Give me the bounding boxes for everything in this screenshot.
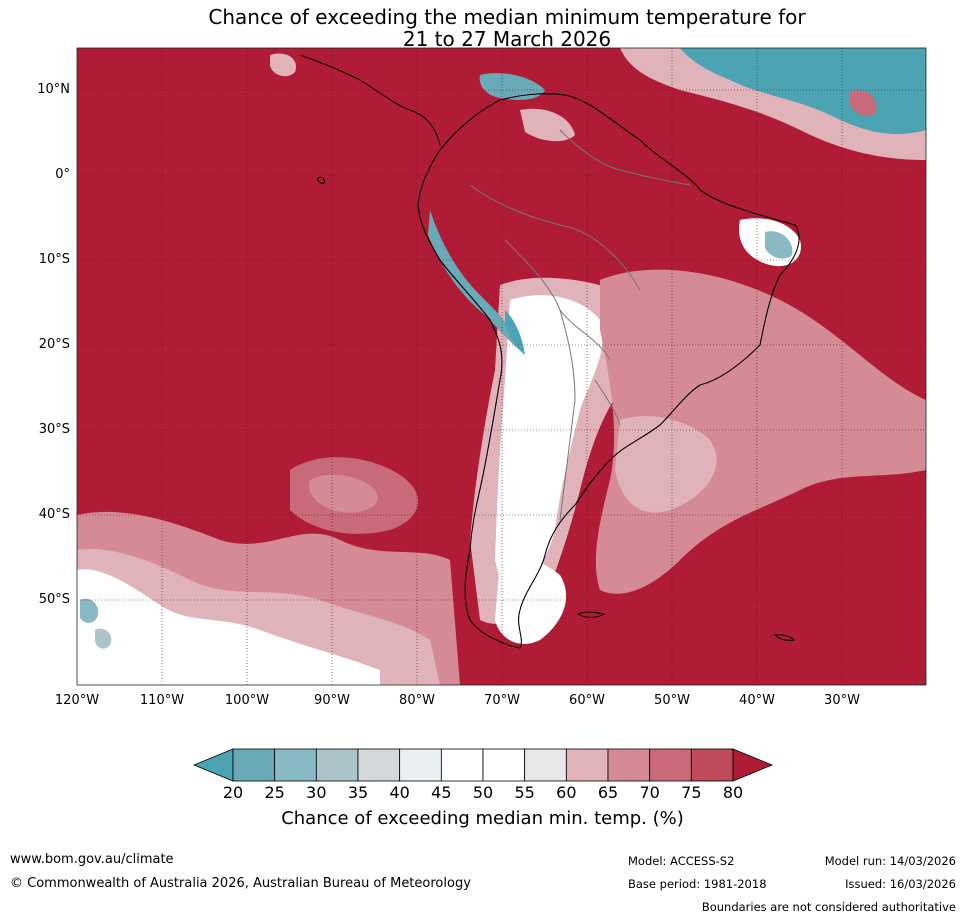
colorbar-segment bbox=[440, 748, 484, 782]
central-america-coastline bbox=[299, 54, 441, 146]
colorbar-tick-label: 75 bbox=[681, 783, 702, 802]
map-frame bbox=[76, 47, 927, 686]
footer-url: www.bom.gov.au/climate bbox=[10, 852, 174, 867]
central-pacific-pink-region-2 bbox=[309, 474, 378, 513]
colorbar-tick-label: 55 bbox=[514, 783, 535, 802]
colorbar-segment bbox=[232, 748, 276, 782]
colorbar-tick-label: 50 bbox=[472, 783, 494, 802]
galapagos-outline bbox=[317, 177, 325, 184]
footer-model: Model: ACCESS-S2 bbox=[628, 854, 735, 868]
venezuela-pale-patch bbox=[520, 108, 575, 142]
footer-model-run: Model run: 14/03/2026 bbox=[824, 854, 956, 868]
south-atlantic-pink-region bbox=[595, 269, 926, 594]
footer-issued: Issued: 16/03/2026 bbox=[845, 877, 956, 891]
colorbar-tick-label: 40 bbox=[389, 783, 410, 802]
footer-base-period: Base period: 1981-2018 bbox=[628, 877, 767, 891]
lon-label-60w: 60°W bbox=[569, 693, 605, 708]
lat-label-10n: 10°N bbox=[37, 82, 70, 97]
colorbar-segment bbox=[357, 748, 401, 782]
colorbar-segment bbox=[274, 748, 317, 782]
colorbar-tick-label: 35 bbox=[347, 783, 369, 802]
colorbar-tick-label: 80 bbox=[722, 783, 744, 802]
lat-label-50s: 50°S bbox=[38, 592, 70, 607]
colorbar-tick-label: 20 bbox=[222, 783, 244, 802]
colorbar-extend-high bbox=[732, 748, 774, 782]
colorbar-tick-label: 70 bbox=[639, 783, 660, 802]
south-america-white-region bbox=[495, 295, 603, 600]
lat-label-40s: 40°S bbox=[38, 507, 70, 522]
lon-label-80w: 80°W bbox=[399, 693, 435, 708]
country-borders bbox=[469, 129, 691, 521]
colorbar-segment bbox=[565, 748, 609, 782]
lon-label-120w: 120°W bbox=[54, 693, 100, 708]
footer-copyright: © Commonwealth of Australia 2026, Austra… bbox=[10, 876, 471, 891]
colorbar-segment bbox=[690, 748, 734, 782]
lon-label-70w: 70°W bbox=[484, 693, 520, 708]
lon-label-30w: 30°W bbox=[824, 693, 860, 708]
sw-pacific-cool-patch bbox=[80, 598, 99, 623]
map-title-line1: Chance of exceeding the median minimum t… bbox=[208, 5, 806, 29]
lat-label-10s: 10°S bbox=[38, 252, 70, 267]
south-georgia-outline bbox=[773, 634, 796, 641]
sw-pacific-cool-patch-2 bbox=[95, 628, 112, 649]
east-brazil-cool-core bbox=[765, 231, 793, 259]
lat-label-0: 0° bbox=[55, 167, 70, 182]
lon-label-40w: 40°W bbox=[739, 693, 775, 708]
south-atlantic-light-region bbox=[615, 416, 717, 513]
falklands-outline bbox=[576, 611, 606, 618]
colorbar-segment bbox=[315, 748, 359, 782]
colorbar-segment bbox=[482, 748, 526, 782]
south-america-coastline bbox=[417, 93, 800, 649]
ne-atlantic-pink-blob bbox=[850, 90, 877, 116]
lon-label-50w: 50°W bbox=[654, 693, 690, 708]
colorbar-tick-label: 65 bbox=[597, 783, 619, 802]
lat-label-20s: 20°S bbox=[38, 337, 70, 352]
lon-label-110w: 110°W bbox=[139, 693, 185, 708]
lon-label-100w: 100°W bbox=[224, 693, 270, 708]
colorbar-extend-low bbox=[192, 748, 234, 782]
colorbar-segment bbox=[607, 748, 651, 782]
lat-label-30s: 30°S bbox=[38, 422, 70, 437]
colorbar-segment bbox=[524, 748, 567, 782]
colorbar-tick-label: 45 bbox=[431, 783, 452, 802]
lon-label-90w: 90°W bbox=[314, 693, 350, 708]
colorbar-segment bbox=[649, 748, 692, 782]
nw-pacific-pale-patch bbox=[270, 53, 296, 77]
caribbean-cool-patch bbox=[479, 73, 545, 100]
colorbar-tick-label: 25 bbox=[264, 783, 285, 802]
colorbar-label: Chance of exceeding median min. temp. (%… bbox=[281, 808, 684, 829]
andes-cool-strip bbox=[428, 210, 520, 350]
colorbar-tick-label: 30 bbox=[306, 783, 327, 802]
andes-cool-strip-2 bbox=[505, 310, 525, 355]
colorbar-segment bbox=[399, 748, 442, 782]
colorbar-tick-label: 60 bbox=[556, 783, 577, 802]
sw-pacific-white-region bbox=[77, 569, 380, 685]
footer-boundaries: Boundaries are not considered authoritat… bbox=[701, 900, 956, 914]
map-title-line2: 21 to 27 March 2026 bbox=[402, 27, 612, 51]
